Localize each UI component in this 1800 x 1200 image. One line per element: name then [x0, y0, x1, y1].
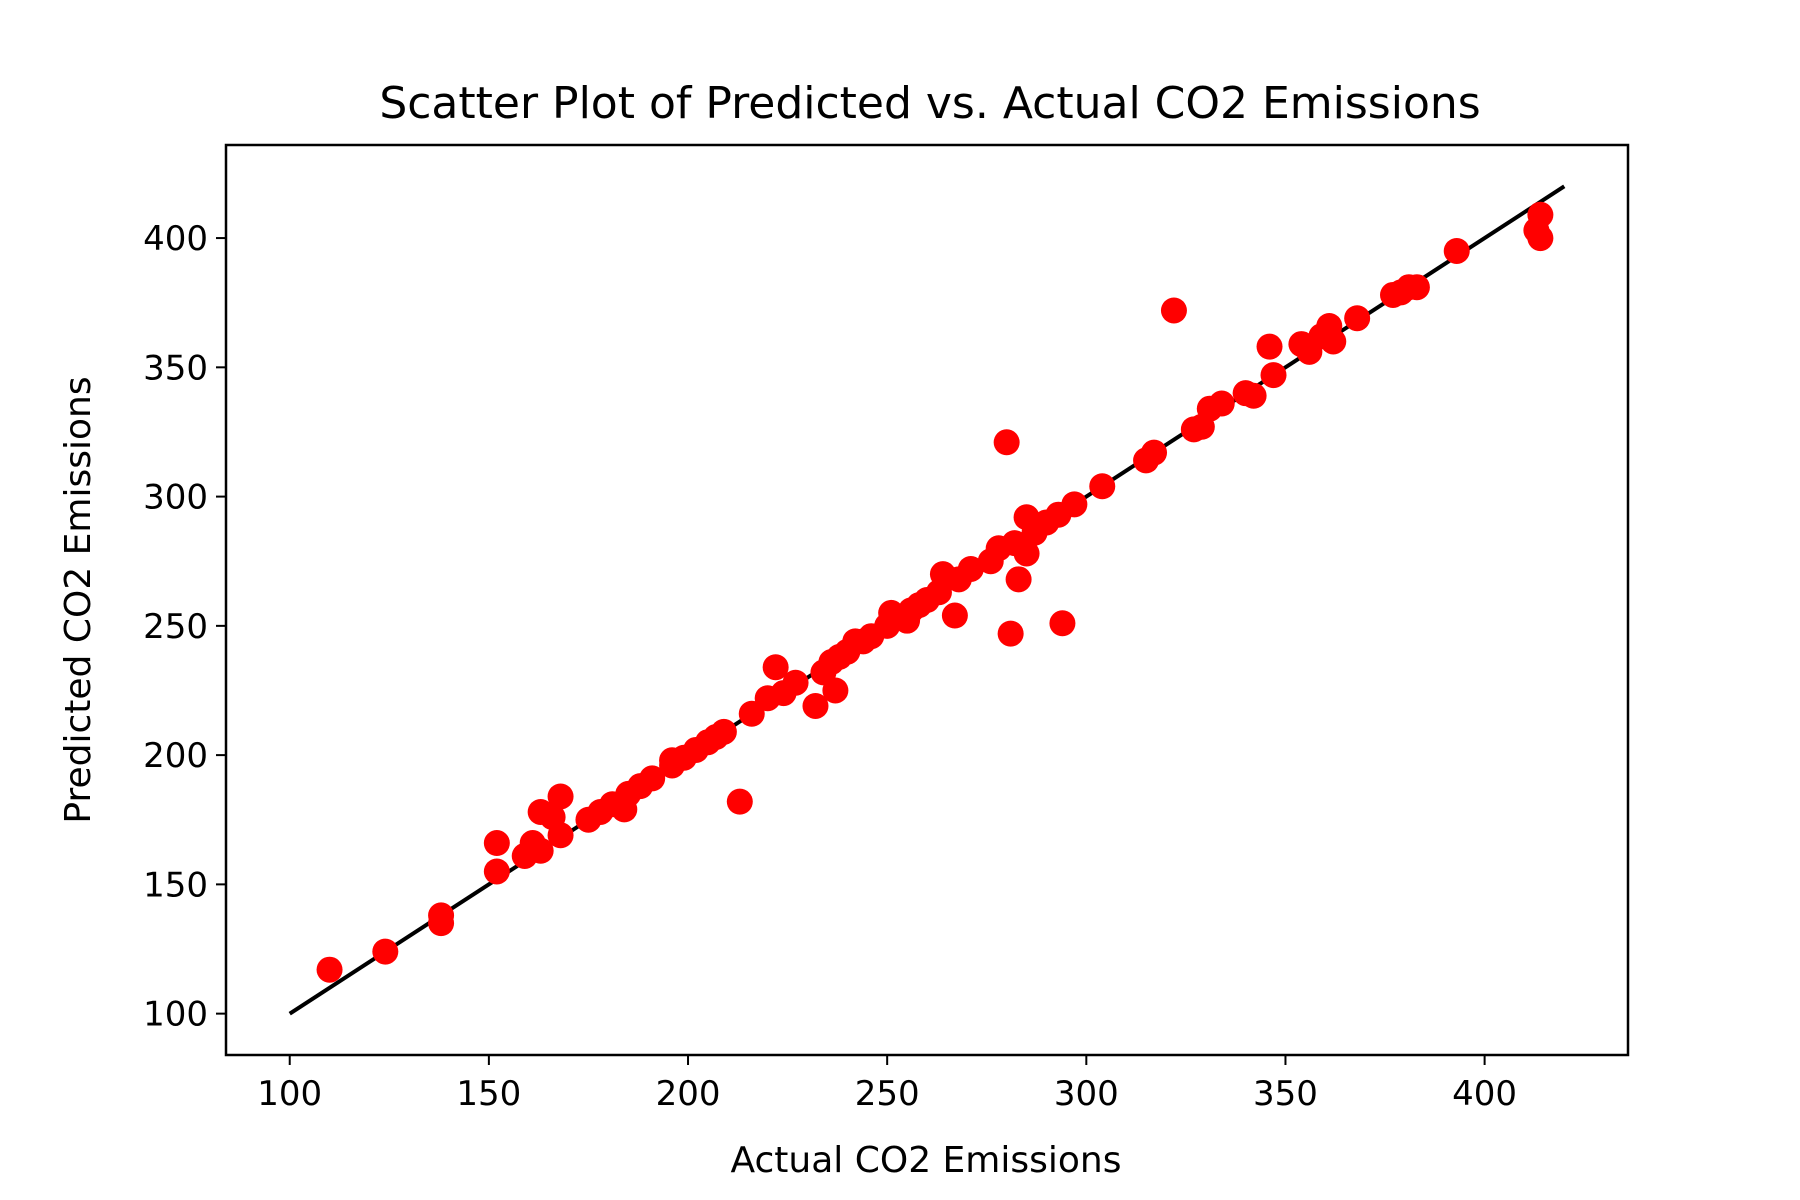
- x-tick-label: 300: [1054, 1074, 1119, 1114]
- data-point: [1256, 333, 1283, 360]
- x-tick-label: 200: [656, 1074, 721, 1114]
- data-point: [316, 956, 343, 983]
- data-point: [483, 858, 510, 885]
- data-point: [782, 669, 809, 696]
- data-point: [1013, 540, 1040, 567]
- data-point: [802, 692, 829, 719]
- data-point: [483, 830, 510, 857]
- data-point: [547, 822, 574, 849]
- data-point: [1160, 297, 1187, 324]
- data-point: [639, 765, 666, 792]
- x-tick-label: 350: [1253, 1074, 1318, 1114]
- data-point: [726, 788, 753, 815]
- data-point: [997, 620, 1024, 647]
- data-point: [1240, 382, 1267, 409]
- data-point: [941, 602, 968, 629]
- data-point: [957, 555, 984, 582]
- points-layer: [316, 201, 1554, 983]
- x-tick-label: 150: [456, 1074, 521, 1114]
- x-tick-label: 100: [257, 1074, 322, 1114]
- data-point: [1260, 362, 1287, 389]
- data-point: [547, 783, 574, 810]
- y-tick-label: 400: [143, 219, 208, 259]
- y-tick-label: 100: [143, 995, 208, 1035]
- y-tick-label: 350: [143, 348, 208, 388]
- chart-title: Scatter Plot of Predicted vs. Actual CO2…: [379, 78, 1480, 129]
- data-point: [1403, 274, 1430, 301]
- x-tick-label: 250: [855, 1074, 920, 1114]
- data-point: [1443, 237, 1470, 264]
- data-point: [993, 429, 1020, 456]
- plot-frame: [224, 143, 1630, 1057]
- y-tick-label: 250: [143, 607, 208, 647]
- data-point: [710, 718, 737, 745]
- y-tick-label: 300: [143, 478, 208, 518]
- data-point: [1089, 473, 1116, 500]
- y-tick-label: 150: [143, 865, 208, 905]
- data-point: [1061, 491, 1088, 518]
- x-axis-ticks: 100 150 200 250 300 350 400: [257, 1055, 1517, 1114]
- data-point: [527, 837, 554, 864]
- data-point: [1005, 566, 1032, 593]
- x-axis-label: Actual CO2 Emissions: [731, 1140, 1122, 1181]
- data-point: [1527, 225, 1554, 252]
- data-point: [1049, 610, 1076, 637]
- data-point: [428, 902, 455, 929]
- y-tick-label: 200: [143, 736, 208, 776]
- data-point: [1208, 390, 1235, 417]
- data-point: [738, 700, 765, 727]
- x-tick-label: 400: [1452, 1074, 1517, 1114]
- y-axis-ticks: 100 150 200 250 300 350 400: [143, 219, 226, 1035]
- data-point: [822, 677, 849, 704]
- y-axis-label: Predicted CO2 Emissions: [58, 376, 99, 823]
- data-point: [762, 654, 789, 681]
- data-point: [1344, 305, 1371, 332]
- data-point: [1527, 201, 1554, 228]
- data-point: [1141, 439, 1168, 466]
- plot-area: [224, 143, 1630, 1057]
- data-point: [1320, 328, 1347, 355]
- data-point: [372, 938, 399, 965]
